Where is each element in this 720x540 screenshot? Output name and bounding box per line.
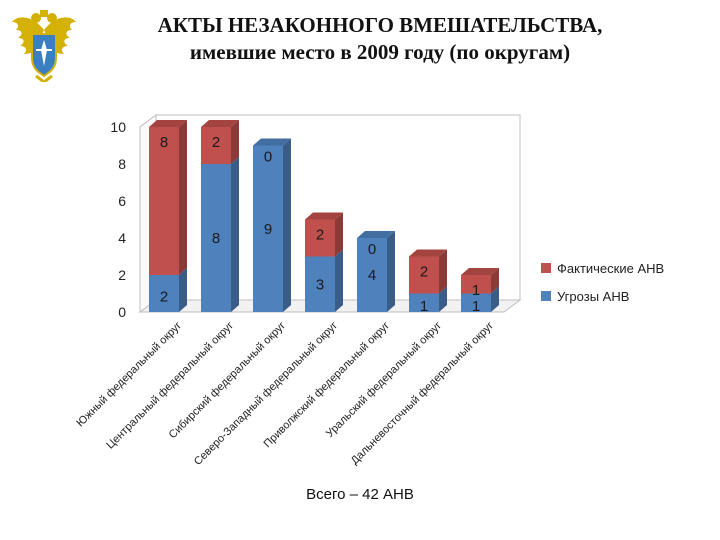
- bar-6-series-1-side: [491, 286, 499, 312]
- bar-1-series-2-side: [231, 120, 239, 164]
- y-tick-label: 10: [110, 119, 126, 135]
- bar-6-series-2-side: [491, 268, 499, 294]
- bar-3-series-2-front: [305, 219, 335, 257]
- data-label: 0: [368, 241, 376, 258]
- bar-6-series-1-front: [461, 293, 491, 312]
- bar-4-series-1-front: [357, 238, 387, 312]
- y-axis-ticks: 0 2 4 6 8 10: [110, 119, 126, 320]
- legend-swatch: [541, 291, 551, 301]
- bar-5-series-2-front: [409, 256, 439, 294]
- y-tick-label: 6: [118, 193, 126, 209]
- bar-3-series-1-front: [305, 256, 335, 312]
- data-label: 9: [264, 221, 272, 238]
- bar-5-series-2-side: [439, 249, 447, 294]
- bar-0-series-2-side: [179, 120, 187, 275]
- bar-top: [253, 138, 291, 146]
- bar-0-series-1-front: [149, 275, 179, 312]
- x-category-label: Южный федеральный округ: [74, 320, 184, 430]
- legend-label: Угрозы АНВ: [557, 289, 629, 304]
- bar-5-series-1-side: [439, 286, 447, 312]
- bar-0-series-2-front: [149, 127, 179, 275]
- bar-top: [461, 268, 499, 275]
- data-label: 8: [212, 230, 220, 247]
- bar-top: [201, 120, 239, 127]
- data-label: 8: [160, 134, 168, 151]
- bar-1-series-1-side: [231, 157, 239, 312]
- bar-0-series-1-side: [179, 268, 187, 312]
- bar-3-series-1-side: [335, 249, 343, 312]
- bar-1-series-1-front: [201, 164, 231, 312]
- data-label: 2: [160, 289, 168, 306]
- bar-4-series-1-side: [387, 231, 395, 312]
- data-label: 3: [316, 276, 324, 293]
- y-tick-label: 0: [118, 304, 126, 320]
- page-title: АКТЫ НЕЗАКОННОГО ВМЕШАТЕЛЬСТВА, имевшие …: [80, 12, 680, 66]
- data-label: 2: [420, 264, 428, 281]
- x-category-label: Уральский федеральный округ: [324, 320, 444, 440]
- y-tick-label: 2: [118, 267, 126, 283]
- bar-1-series-2-front: [201, 127, 231, 164]
- bar-6-series-2-front: [461, 275, 491, 294]
- bar-2-series-1-front: [253, 145, 283, 312]
- total-label: Всего – 42 АНВ: [306, 486, 414, 503]
- bar-top: [305, 212, 343, 220]
- legend-swatch: [541, 263, 551, 273]
- bar-3-series-2-side: [335, 212, 343, 257]
- data-label: 0: [264, 149, 272, 166]
- data-label: 2: [212, 134, 220, 151]
- title-line-2: имевшие место в 2009 году (по округам): [189, 40, 571, 64]
- data-label: 1: [420, 298, 428, 315]
- legend-label: Фактические АНВ: [557, 261, 664, 276]
- data-label: 2: [316, 227, 324, 244]
- data-label: 4: [368, 267, 376, 284]
- data-label: 1: [472, 298, 480, 315]
- bar-top: [149, 120, 187, 127]
- bar-2-series-1-side: [283, 138, 291, 312]
- eagle-emblem-icon: [12, 10, 76, 82]
- y-tick-label: 8: [118, 156, 126, 172]
- bar-top: [357, 231, 395, 238]
- bar-top: [409, 249, 447, 257]
- bar-5-series-1-front: [409, 293, 439, 312]
- data-label: 1: [472, 282, 480, 299]
- chart-legend: Фактические АНВ Угрозы АНВ: [541, 261, 664, 304]
- y-tick-label: 4: [118, 230, 126, 246]
- title-line-1: АКТЫ НЕЗАКОННОГО ВМЕШАТЕЛЬСТВА,: [157, 13, 603, 37]
